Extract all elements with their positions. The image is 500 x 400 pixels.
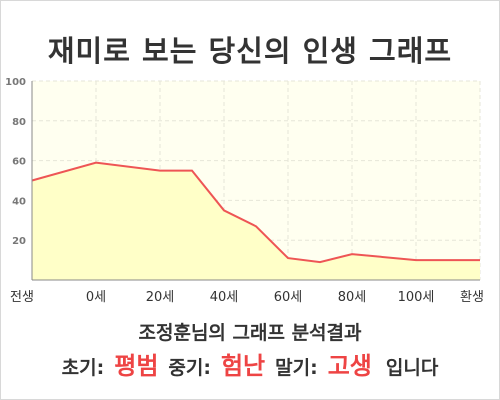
late-value: 고생	[327, 352, 372, 380]
x-tick-label: 60세	[274, 290, 303, 305]
mid-label: 중기:	[168, 357, 211, 379]
x-tick-labels: 전생 0세 20세 40세 60세 80세 100세 환생	[10, 290, 484, 305]
x-tick-label: 0세	[86, 290, 106, 305]
y-tick-label: 40	[12, 196, 26, 207]
y-tick-label: 20	[12, 236, 26, 247]
x-tick-label: 40세	[210, 290, 239, 305]
analysis-result: 초기: 평범 중기: 험난 말기: 고생 입니다	[0, 346, 500, 381]
late-label: 말기:	[275, 357, 318, 379]
mid-value: 험난	[220, 352, 266, 380]
x-tick-label: 환생	[460, 290, 484, 305]
x-tick-label: 전생	[10, 290, 34, 305]
page-title: 재미로 보는 당신의 인생 그래프	[47, 34, 453, 68]
analysis-heading: 조정훈님의 그래프 분석결과	[138, 322, 362, 344]
x-tick-label: 20세	[146, 290, 175, 305]
life-line	[31, 161, 480, 264]
result-suffix: 입니다	[385, 357, 439, 379]
y-tick-label: 80	[12, 117, 26, 128]
x-tick-label: 100세	[398, 290, 435, 305]
life-area	[32, 162, 480, 280]
y-tick-label: 60	[12, 157, 26, 168]
early-value: 평범	[114, 352, 159, 380]
x-tick-label: 80세	[338, 290, 367, 305]
y-tick-labels: 20 40 60 80 100	[5, 77, 26, 247]
y-tick-label: 100	[5, 77, 26, 88]
early-label: 초기:	[61, 357, 105, 379]
axes	[31, 81, 480, 281]
